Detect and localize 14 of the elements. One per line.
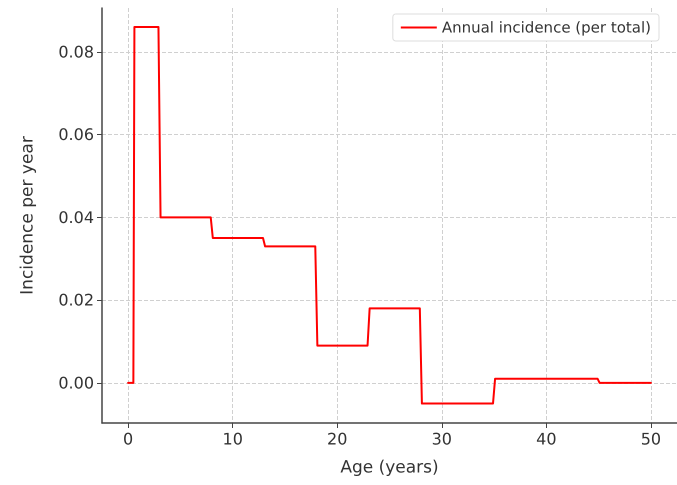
x-tick-label: 30 — [432, 430, 452, 448]
x-tick-label: 0 — [123, 430, 134, 448]
y-axis-title: Incidence per year — [18, 136, 38, 295]
x-axis-title: Age (years) — [340, 458, 439, 478]
y-tick-label: 0.04 — [58, 208, 94, 227]
y-tick-label: 0.02 — [58, 290, 94, 310]
x-tick-label: 10 — [222, 430, 243, 448]
x-tick-label: 40 — [536, 430, 556, 448]
y-tick-label: 0.00 — [58, 373, 94, 392]
x-tick-label: 20 — [327, 430, 348, 448]
legend-label: Annual incidence (per total) — [442, 18, 651, 36]
y-tick-label: 0.08 — [58, 42, 94, 62]
x-tick-label: 50 — [640, 430, 662, 448]
y-tick-label: 0.06 — [58, 125, 94, 144]
